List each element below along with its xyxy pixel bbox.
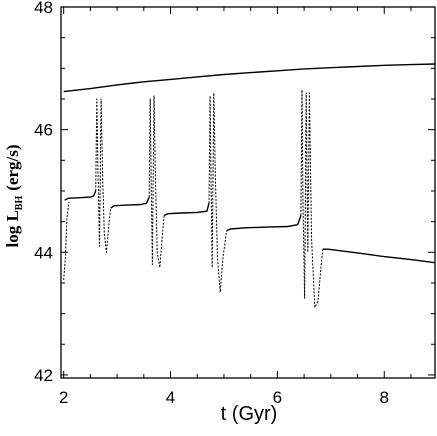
solid-series-line-4 <box>226 215 302 232</box>
x-tick-label: 8 <box>380 388 389 407</box>
dotted-series-line-9 <box>208 92 228 293</box>
y-tick-label: 46 <box>34 121 53 140</box>
series-layer <box>63 63 436 308</box>
y-axis-label-unit: (erg/s) <box>3 144 22 190</box>
solid-series-line-5 <box>322 248 436 264</box>
x-tick-label: 4 <box>166 388 175 407</box>
solid-series-line-3 <box>163 203 210 217</box>
y-tick-label: 44 <box>34 243 53 262</box>
dotted-series-line-10 <box>300 89 324 308</box>
plot-frame <box>60 6 436 379</box>
y-axis-label-main: log L <box>3 210 22 247</box>
y-axis-label-subscript: BH <box>14 196 25 211</box>
solid-series-line-2 <box>110 196 150 209</box>
y-tick-label: 48 <box>34 0 53 17</box>
solid-series-line-0 <box>63 63 436 93</box>
x-axis-label: t (Gyr) <box>221 403 278 425</box>
dotted-series-line-7 <box>95 98 112 253</box>
dotted-series-line-6 <box>63 201 70 280</box>
y-tick-label: 42 <box>34 366 53 385</box>
y-axis-label: log LBH (erg/s) <box>3 144 25 247</box>
x-tick-label: 6 <box>273 388 282 407</box>
x-tick-label: 2 <box>59 388 68 407</box>
ticks-layer <box>61 6 435 378</box>
solid-series-line-1 <box>64 190 97 201</box>
dotted-series-line-8 <box>148 95 165 269</box>
